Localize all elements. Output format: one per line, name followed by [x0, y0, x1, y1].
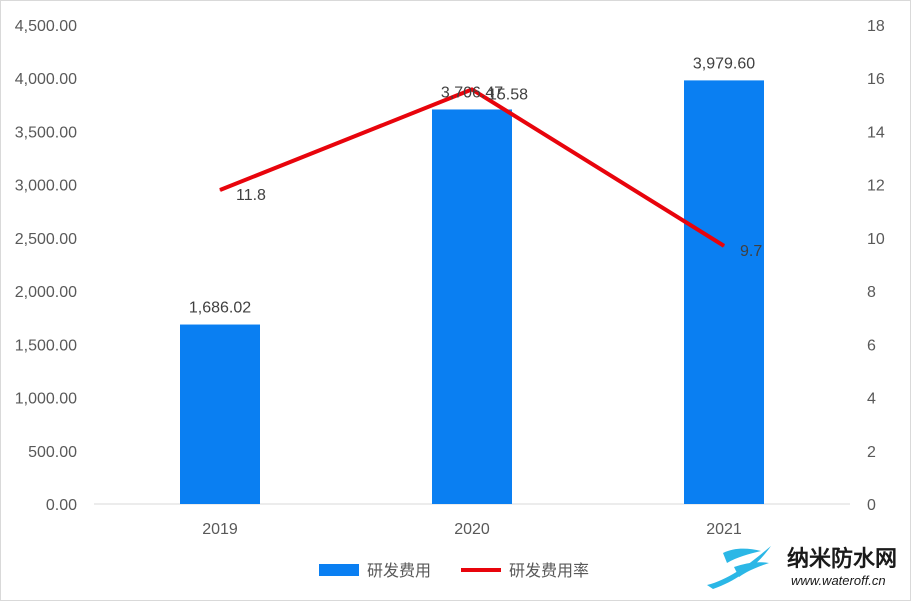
line-point-2021	[723, 245, 725, 247]
x-tick-label: 2020	[454, 521, 490, 538]
legend-bar-label: 研发费用	[367, 562, 431, 580]
right-tick-label: 14	[867, 124, 885, 141]
right-tick-label: 10	[867, 231, 885, 248]
watermark: 纳米防水网 www.wateroff.cn	[707, 546, 897, 589]
left-tick-label: 3,500.00	[15, 124, 77, 141]
right-tick-label: 12	[867, 178, 885, 195]
x-tick-label: 2019	[202, 521, 238, 538]
x-axis: 2019 2020 2021	[202, 521, 742, 538]
line-series	[219, 87, 726, 248]
right-tick-label: 8	[867, 284, 876, 301]
watermark-name: 纳米防水网	[787, 546, 897, 571]
left-tick-label: 4,500.00	[15, 18, 77, 35]
line-data-label: 11.8	[236, 187, 266, 204]
legend-line-label: 研发费用率	[509, 562, 589, 580]
left-tick-label: 0.00	[46, 497, 77, 514]
bar-series	[180, 80, 764, 505]
left-tick-label: 4,000.00	[15, 71, 77, 88]
right-axis: 0 2 4 6 8 10 12 14 16 18	[867, 18, 885, 514]
line-data-label: 15.58	[488, 86, 528, 103]
line-data-labels: 11.8 15.58 9.7	[236, 86, 762, 259]
bar-2020	[432, 109, 512, 504]
left-tick-label: 1,000.00	[15, 391, 77, 408]
bar-data-label: 3,706.47	[441, 84, 503, 101]
bar-2019	[180, 324, 260, 504]
x-tick-label: 2021	[706, 521, 742, 538]
left-axis: 0.00 500.00 1,000.00 1,500.00 2,000.00 2,500.…	[15, 18, 77, 514]
left-tick-label: 2,000.00	[15, 284, 77, 301]
line-data-label: 9.7	[740, 243, 762, 260]
right-tick-label: 18	[867, 18, 885, 35]
legend: 研发费用 研发费用率	[319, 562, 589, 580]
left-tick-label: 2,500.00	[15, 231, 77, 248]
bar-data-label: 1,686.02	[189, 300, 251, 317]
line-point-2020	[471, 88, 473, 90]
bar-data-label: 3,979.60	[693, 55, 755, 72]
right-tick-label: 16	[867, 71, 885, 88]
left-tick-label: 3,000.00	[15, 178, 77, 195]
left-tick-label: 500.00	[28, 444, 77, 461]
right-tick-label: 4	[867, 391, 876, 408]
watermark-url: www.wateroff.cn	[791, 573, 886, 588]
bar-data-labels: 1,686.02 3,706.47 3,979.60	[189, 55, 755, 316]
right-tick-label: 2	[867, 444, 876, 461]
right-tick-label: 0	[867, 497, 876, 514]
left-tick-label: 1,500.00	[15, 337, 77, 354]
legend-bar-swatch	[319, 564, 359, 576]
line-point-2019	[219, 189, 221, 191]
watermark-logo	[707, 546, 771, 589]
right-tick-label: 6	[867, 337, 876, 354]
bar-2021	[684, 80, 764, 505]
